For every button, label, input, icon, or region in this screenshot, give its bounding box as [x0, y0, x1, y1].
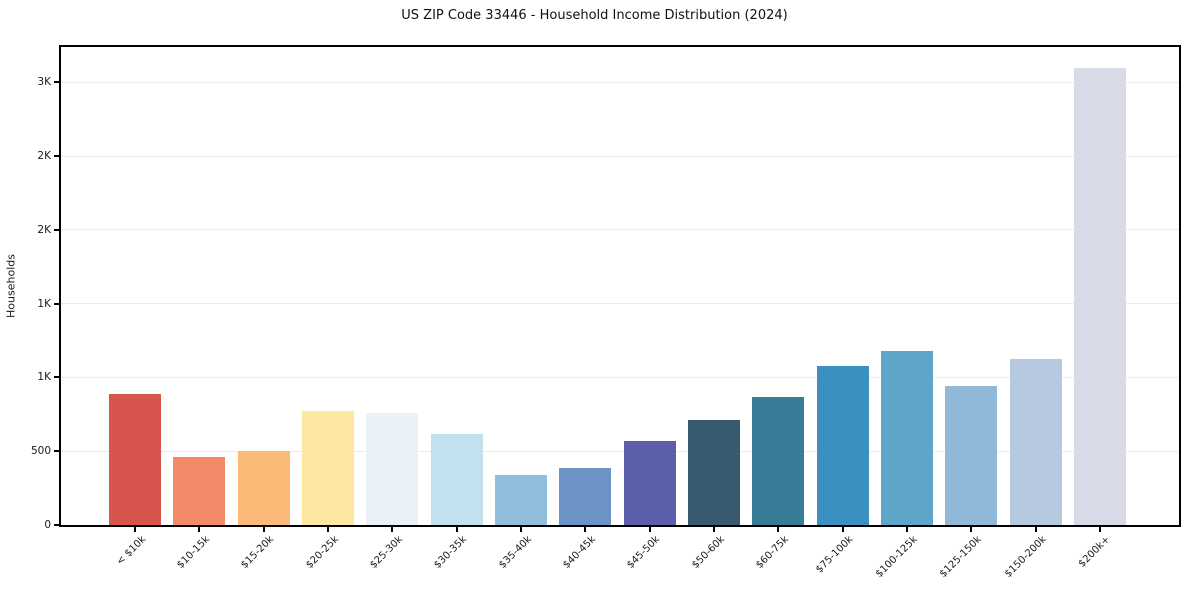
- y-tick-mark: [54, 524, 59, 526]
- y-tick-mark: [54, 302, 59, 305]
- y-tick-mark: [54, 450, 59, 453]
- bar-15-20k: [237, 450, 290, 525]
- x-tick-mark: [198, 527, 201, 532]
- x-tick-mark: [648, 527, 651, 532]
- chart-title: US ZIP Code 33446 - Household Income Dis…: [401, 8, 788, 23]
- x-tick-label: $10-15k: [175, 534, 213, 571]
- x-tick-label: $125-150k: [938, 534, 985, 580]
- bar-60-75k: [752, 396, 805, 525]
- bar-10-15k: [173, 457, 226, 525]
- bar-50-60k: [687, 420, 740, 525]
- x-tick-label: $15-20k: [239, 534, 277, 571]
- y-tick-label: 3K: [37, 76, 51, 89]
- y-tick-label: 1K: [37, 371, 51, 384]
- bar-30-35k: [430, 434, 483, 525]
- y-tick-mark: [54, 155, 59, 158]
- y-tick-label: 2K: [37, 223, 51, 236]
- x-tick-mark: [712, 527, 715, 532]
- x-tick-mark: [1098, 527, 1101, 532]
- x-tick-mark: [1034, 527, 1037, 532]
- y-tick-mark: [54, 376, 59, 379]
- x-tick-mark: [134, 527, 136, 532]
- gridline: [61, 229, 1179, 231]
- x-tick-label: $45-50k: [625, 534, 663, 571]
- x-tick-label: $30-35k: [432, 534, 470, 571]
- x-tick-label: $25-30k: [368, 534, 406, 571]
- bar-40-45k: [559, 468, 612, 525]
- gridline: [61, 376, 1179, 378]
- x-tick-label: $60-75k: [754, 534, 792, 571]
- y-tick-label: 500: [30, 445, 51, 458]
- x-tick-mark: [262, 527, 265, 532]
- x-tick-label: $75-100k: [813, 534, 856, 576]
- bar-25-30k: [366, 412, 419, 525]
- gridline: [61, 303, 1179, 305]
- x-tick-mark: [519, 527, 522, 532]
- bar-200k: [1073, 67, 1126, 525]
- bar-100-125k: [880, 350, 933, 525]
- bar-125-150k: [945, 386, 998, 525]
- x-tick-mark: [970, 527, 973, 532]
- bar-10k: [109, 394, 161, 525]
- y-tick-label: 2K: [37, 150, 51, 163]
- plot-area: [59, 45, 1181, 527]
- x-tick-mark: [391, 527, 394, 532]
- x-tick-mark: [584, 527, 587, 532]
- x-tick-label: $40-45k: [561, 534, 599, 571]
- y-tick-mark: [54, 228, 59, 231]
- bar-20-25k: [301, 410, 354, 525]
- gridline: [61, 450, 1179, 452]
- bar-150-200k: [1009, 359, 1062, 525]
- x-tick-label: $150-200k: [1002, 534, 1049, 580]
- x-tick-label: $35-40k: [496, 534, 534, 571]
- y-tick-mark: [54, 81, 59, 84]
- y-tick-label: 1K: [37, 297, 51, 310]
- bar-75-100k: [816, 365, 869, 525]
- gridline: [61, 81, 1179, 83]
- bar-35-40k: [494, 474, 547, 525]
- bar-45-50k: [623, 440, 676, 525]
- x-tick-label: $50-60k: [689, 534, 727, 571]
- x-tick-label: < $10k: [114, 534, 148, 568]
- x-tick-mark: [777, 527, 780, 532]
- x-tick-label: $200k+: [1076, 534, 1113, 570]
- x-tick-mark: [841, 527, 844, 532]
- x-tick-label: $20-25k: [303, 534, 341, 571]
- x-tick-mark: [905, 527, 908, 532]
- gridline: [61, 155, 1179, 157]
- x-tick-mark: [326, 527, 329, 532]
- x-tick-mark: [455, 527, 458, 532]
- x-tick-label: $100-125k: [873, 534, 920, 580]
- y-tick-label: 0: [44, 519, 51, 531]
